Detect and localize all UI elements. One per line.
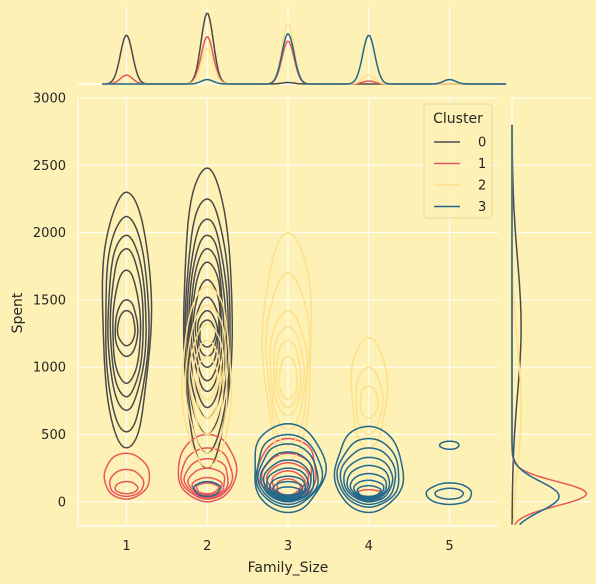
cluster-0-contour-level [192,278,221,382]
cluster-2-contour-level [196,355,219,401]
cluster-3-contour-level [333,425,405,514]
x-axis-label: Family_Size [248,560,329,576]
legend: Cluster 0 1 2 3 [423,103,493,219]
cluster-1-contour-level [109,468,145,498]
cluster-2-contour-level [269,309,309,430]
cluster-3-contour-level [349,472,388,500]
cluster-3-contour-level [434,487,465,500]
cluster-3-x-marginal [102,33,507,85]
y-tick-labels: 0 500 1000 1500 2000 2500 3000 [33,92,66,511]
cluster-0-contour-level [109,247,144,398]
x-tick-label: 4 [365,539,373,554]
legend-label-0: 0 [478,136,486,151]
cluster-3-contour-level [343,456,394,503]
cluster-0-contour-level [188,247,225,409]
cluster-3-contour-level [257,443,319,506]
cluster-3-contour-level [356,484,382,498]
y-marginal-curves [511,124,588,526]
cluster-0-contour-level [182,167,234,469]
cluster-3-y-marginal [511,124,560,526]
cluster-2-contours [181,231,389,468]
kde-contours [101,167,473,514]
legend-label-2: 2 [478,179,486,194]
cluster-2-contour-level [181,285,232,468]
cluster-2-contour-level [265,272,311,446]
legend-title: Cluster [433,111,483,127]
cluster-2-contour-level [261,231,312,463]
y-tick-label: 2500 [33,159,66,174]
cluster-1-contour-level [195,482,220,495]
cluster-2-contour-level [277,355,298,401]
cluster-3-contour-level [255,433,324,508]
x-tick-label: 3 [284,539,292,554]
x-tick-label: 1 [122,539,130,554]
cluster-2-contour-level [355,366,384,436]
cluster-1-y-marginal [511,124,588,526]
y-axis-label: Spent [10,292,26,333]
cluster-0-contour-level [114,299,139,358]
cluster-3-contour-level [272,480,304,498]
y-tick-label: 0 [58,495,66,510]
y-tick-label: 3000 [33,92,66,107]
cluster-0-contour-level [190,261,223,393]
x-tick-label: 5 [445,539,453,554]
cluster-1-contour-level [183,457,229,499]
cluster-0-x-marginal [102,12,507,85]
legend-box [423,103,493,219]
cluster-0-contour-level [107,234,147,412]
cluster-3-contour-level [346,464,391,502]
y-tick-label: 500 [41,428,66,443]
y-tick-label: 1000 [33,361,66,376]
cluster-1-contour-level [177,433,238,503]
cluster-0-contour-level [199,319,217,348]
cluster-1-contour-level [103,452,151,500]
cluster-3-contour-level [438,440,460,451]
cluster-0-contour-level [112,269,142,385]
cluster-3-contour-level [193,480,222,498]
cluster-3-contour-level [275,486,301,496]
cluster-3-contour-level [339,447,397,506]
x-marginal-curves [102,12,507,85]
cluster-1-contour-level [114,480,139,495]
cluster-2-contour-level [184,304,228,455]
y-tick-label: 1500 [33,293,66,308]
cluster-0-contour-level [116,309,136,347]
cluster-2-contour-level [275,339,302,409]
x-tick-labels: 1 2 3 4 5 [122,539,453,554]
legend-label-1: 1 [478,157,486,172]
cluster-0-contour-level [101,191,153,449]
cluster-3-contour-level [336,437,400,508]
cluster-2-contour-level [188,323,225,436]
x-tick-label: 2 [203,539,211,554]
cluster-3-contour-level [352,479,385,499]
legend-label-3: 3 [478,200,486,215]
cluster-3-contour-level [262,459,312,502]
cluster-3-contour-level [269,475,307,499]
cluster-3-contour-level [266,467,310,500]
cluster-1-contour-level [191,476,223,496]
cluster-2-contour-level [359,385,379,420]
cluster-3-contour-level [425,482,473,506]
cluster-3-contour-level [259,451,315,503]
y-tick-label: 2000 [33,226,66,241]
cluster-2-contour-level [192,339,222,420]
cluster-2-contour-level [273,326,306,417]
cluster-0-contour-level [105,215,150,433]
cluster-3-contour-level [254,422,328,514]
cluster-0-contours [101,167,234,469]
cluster-1-x-marginal [102,36,507,85]
cluster-2-x-marginal [102,22,507,85]
cluster-3-contours [193,422,473,514]
